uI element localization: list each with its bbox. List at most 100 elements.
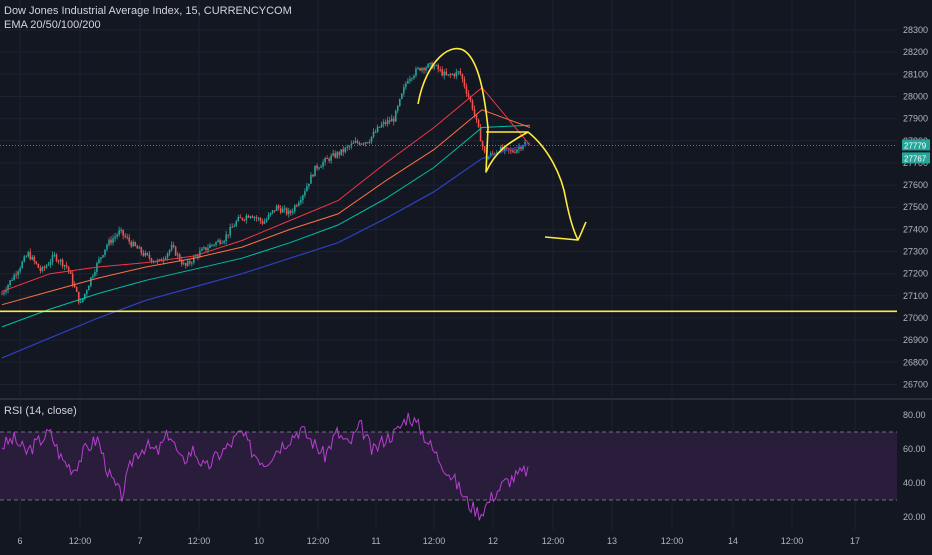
candle-body — [174, 246, 177, 256]
candle-body — [47, 264, 50, 266]
price-tick-label-7: 27400 — [903, 224, 928, 234]
candle-body — [342, 149, 345, 153]
candle-body — [37, 263, 40, 268]
candle-body — [251, 216, 254, 218]
candle-body — [477, 119, 480, 128]
time-tick-label-4: 10 — [254, 536, 264, 546]
rsi-band — [0, 432, 897, 500]
candle-body — [376, 126, 379, 132]
countdown-tag — [902, 152, 930, 164]
candle-body — [308, 183, 310, 187]
price-tick-label-2: 26900 — [903, 335, 928, 345]
candle-body — [360, 143, 363, 145]
candle-body — [217, 240, 219, 242]
candle-body — [213, 244, 215, 246]
candle-body — [110, 239, 112, 243]
candle-body — [352, 142, 355, 144]
candle-body — [235, 221, 238, 227]
candle-body — [320, 166, 322, 168]
price-tick-label-15: 28200 — [903, 47, 928, 57]
rsi-axis: 20.00 40.00 60.00 80.00 — [903, 410, 926, 522]
candle-body — [255, 217, 258, 219]
ema20-line — [1, 86, 531, 292]
candle-body — [469, 96, 472, 101]
candle-body — [106, 244, 108, 250]
price-tick-label-14: 28100 — [903, 69, 928, 79]
time-tick-label-12: 14 — [728, 536, 738, 546]
candle-body — [388, 120, 391, 122]
candle-body — [293, 205, 296, 212]
candle-body — [13, 274, 15, 280]
candle-body — [205, 247, 207, 251]
ema100-line — [1, 124, 531, 328]
candle-body — [390, 118, 393, 122]
candle-body — [316, 165, 318, 169]
candle-body — [253, 217, 256, 219]
time-tick-label-14: 17 — [850, 536, 860, 546]
candle-body — [51, 255, 54, 263]
candle-body — [73, 284, 76, 288]
candle-body — [344, 147, 347, 153]
candle-body — [215, 241, 217, 245]
candle-body — [296, 205, 298, 207]
candle-body — [396, 105, 399, 111]
candle-body — [39, 267, 42, 271]
candle-body — [219, 240, 221, 244]
candle-body — [437, 64, 439, 70]
candle-body — [425, 67, 427, 71]
time-tick-label-1: 12:00 — [69, 536, 92, 546]
candle-body — [116, 234, 118, 237]
candle-body — [53, 254, 56, 256]
candle-body — [86, 290, 88, 294]
candle-body — [354, 141, 357, 143]
candle-body — [326, 158, 328, 160]
candle-body — [88, 285, 90, 291]
candle-body — [302, 195, 304, 201]
candle-body — [77, 291, 80, 303]
candle-body — [126, 236, 128, 238]
candle-body — [225, 234, 227, 242]
candle-body — [259, 218, 262, 221]
candle-body — [409, 78, 411, 81]
candle-body — [69, 270, 72, 274]
candle-body — [184, 263, 187, 266]
candle-body — [239, 217, 242, 219]
candle-body — [378, 126, 381, 128]
price-tick-label-8: 27500 — [903, 202, 928, 212]
candle-body — [427, 63, 429, 68]
price-tick-label-4: 27100 — [903, 291, 928, 301]
candle-body — [243, 219, 246, 221]
candle-body — [71, 273, 74, 285]
candle-body — [407, 80, 409, 84]
candle-body — [134, 242, 137, 246]
candle-body — [514, 152, 516, 154]
candle-body — [15, 274, 17, 276]
candle-body — [221, 242, 223, 244]
candle-body — [29, 252, 32, 260]
candle-body — [441, 69, 444, 76]
candle-body — [55, 254, 58, 262]
candle-body — [11, 279, 13, 281]
time-tick-label-9: 12:00 — [542, 536, 565, 546]
candle-body — [439, 69, 441, 71]
candle-body — [445, 71, 448, 76]
candle-body — [451, 74, 454, 76]
candle-body — [443, 71, 446, 76]
candle-body — [209, 244, 211, 249]
candle-body — [273, 210, 276, 212]
candle-body — [368, 141, 371, 144]
legend-title: Dow Jones Industrial Average Index, 15, … — [4, 5, 292, 17]
candle-body — [197, 255, 199, 257]
candle-body — [164, 257, 167, 260]
candle-body — [453, 74, 456, 77]
candle-body — [449, 74, 452, 76]
candle-body — [193, 256, 195, 263]
candle-body — [148, 254, 151, 259]
candle-body — [188, 261, 191, 264]
rsi-line — [1, 412, 529, 521]
candle-body — [5, 290, 7, 293]
candle-body — [120, 229, 122, 231]
candle-body — [306, 186, 308, 192]
